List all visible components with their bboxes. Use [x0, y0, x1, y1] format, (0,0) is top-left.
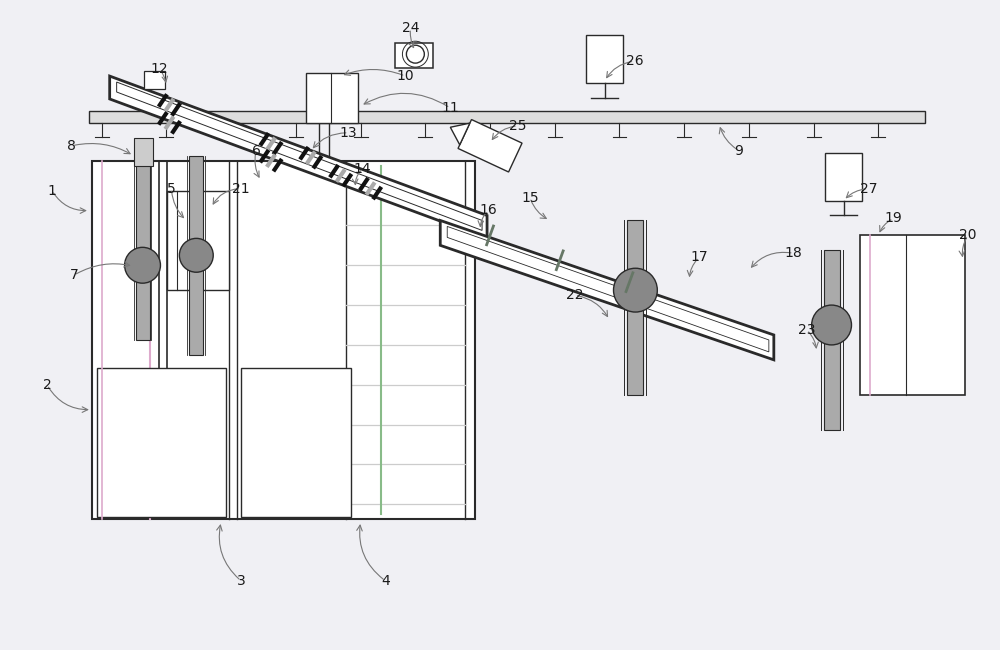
Bar [825, 153, 862, 201]
Bar [860, 235, 965, 395]
Text: 5: 5 [167, 181, 176, 196]
Text: 6: 6 [252, 144, 260, 158]
Text: 14: 14 [354, 162, 371, 176]
Polygon shape [440, 220, 774, 360]
Polygon shape [450, 123, 470, 145]
Circle shape [125, 248, 160, 283]
Bar [144, 71, 165, 89]
Text: 11: 11 [441, 101, 459, 115]
Text: 10: 10 [397, 69, 414, 83]
Bar [824, 250, 840, 430]
Text: 8: 8 [67, 138, 76, 153]
Text: 22: 22 [566, 288, 583, 302]
Bar [395, 43, 433, 68]
Circle shape [614, 268, 657, 312]
Text: 23: 23 [798, 323, 815, 337]
Bar [89, 111, 925, 123]
Circle shape [812, 305, 851, 345]
Polygon shape [458, 120, 522, 172]
Text: 25: 25 [509, 119, 527, 133]
Text: 17: 17 [690, 250, 708, 265]
Text: 27: 27 [860, 181, 877, 196]
Text: 13: 13 [340, 126, 357, 140]
Polygon shape [110, 76, 487, 239]
Bar [97, 368, 226, 517]
Text: 15: 15 [521, 190, 539, 205]
Circle shape [179, 239, 213, 272]
Text: 24: 24 [402, 21, 419, 35]
Text: 9: 9 [735, 144, 743, 158]
Bar [241, 368, 351, 517]
Bar [92, 161, 475, 519]
Text: 4: 4 [381, 574, 390, 588]
Text: 3: 3 [237, 574, 245, 588]
Bar [167, 190, 229, 290]
Text: 7: 7 [69, 268, 78, 282]
Text: 21: 21 [232, 181, 250, 196]
Bar [586, 35, 623, 83]
Text: 16: 16 [479, 203, 497, 218]
Text: 18: 18 [785, 246, 803, 260]
Bar [189, 156, 203, 355]
Bar [136, 156, 150, 340]
Text: 26: 26 [626, 54, 643, 68]
Text: 2: 2 [43, 378, 51, 392]
Bar [134, 138, 153, 166]
Text: 12: 12 [151, 62, 168, 76]
Text: 1: 1 [47, 183, 56, 198]
Text: 19: 19 [884, 211, 902, 226]
Bar [306, 73, 358, 123]
Bar [627, 220, 643, 395]
Text: 20: 20 [959, 228, 977, 242]
